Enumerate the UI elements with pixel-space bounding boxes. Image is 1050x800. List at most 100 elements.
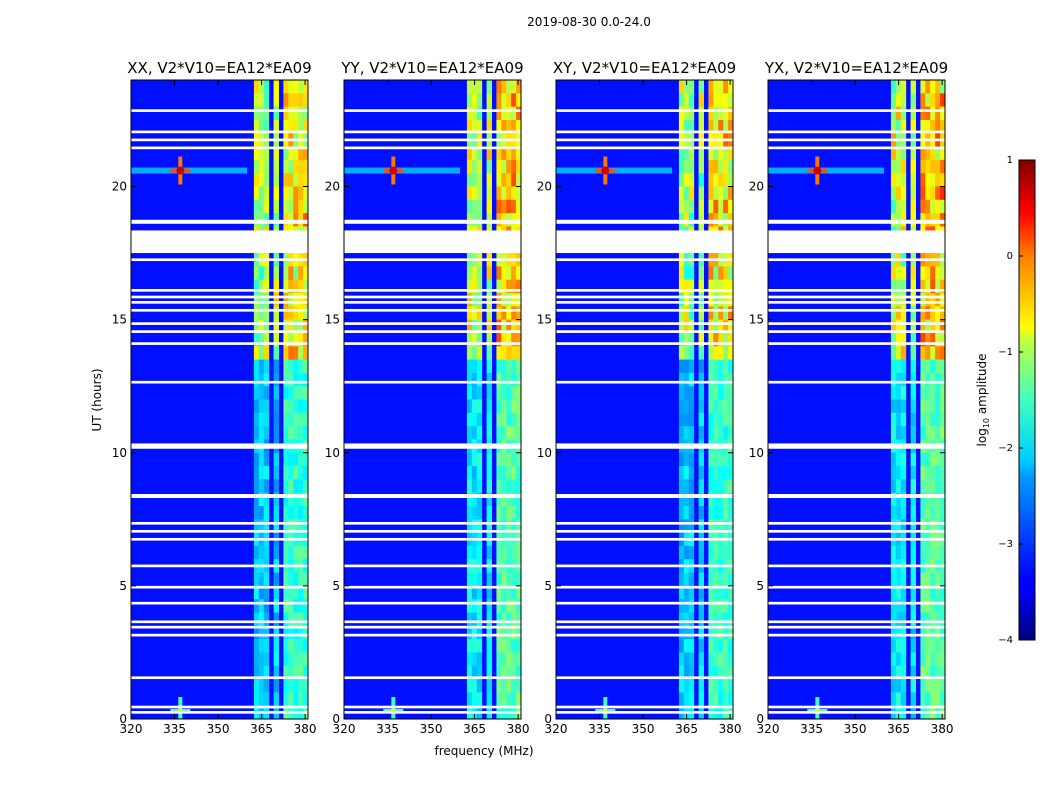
heatmap-cell bbox=[678, 106, 685, 121]
flagged-time-band bbox=[556, 537, 733, 541]
heatmap-cell bbox=[920, 506, 926, 520]
heatmap-cell bbox=[723, 332, 729, 347]
heatmap-cell bbox=[253, 93, 260, 108]
heatmap-cell bbox=[253, 306, 260, 321]
heatmap-cell bbox=[293, 625, 299, 640]
x-tick-label: 335 bbox=[163, 722, 186, 736]
heatmap-cell bbox=[698, 372, 704, 387]
heatmap-cell bbox=[506, 119, 512, 134]
heatmap-cell bbox=[476, 359, 483, 374]
flagged-time-band bbox=[131, 633, 308, 637]
heatmap-cell bbox=[890, 306, 897, 321]
heatmap-cell bbox=[708, 479, 714, 494]
heatmap-cell bbox=[298, 173, 304, 187]
heatmap-cell bbox=[258, 159, 265, 174]
heatmap-cell bbox=[486, 266, 492, 281]
heatmap-cell bbox=[496, 199, 502, 214]
heatmap-cell bbox=[940, 545, 945, 560]
heatmap-cell bbox=[935, 173, 941, 187]
heatmap-cell bbox=[496, 266, 502, 281]
heatmap-cell bbox=[501, 639, 507, 653]
heatmap-cell bbox=[920, 319, 926, 334]
heatmap-cell bbox=[698, 93, 704, 108]
heatmap-cell bbox=[718, 639, 724, 653]
heatmap-cell bbox=[511, 426, 517, 440]
heatmap-cell bbox=[293, 266, 299, 281]
heatmap-cell bbox=[925, 612, 931, 627]
heatmap-cell bbox=[708, 399, 714, 414]
flagged-time-band bbox=[768, 705, 945, 709]
heatmap-cell bbox=[516, 119, 521, 134]
heatmap-cell bbox=[303, 506, 308, 520]
heatmap-cell bbox=[895, 692, 902, 707]
heatmap-cell bbox=[900, 625, 907, 640]
heatmap-cell bbox=[303, 599, 308, 613]
heatmap-cell bbox=[910, 679, 916, 693]
heatmap-cell bbox=[283, 692, 289, 707]
heatmap-cell bbox=[466, 399, 473, 414]
heatmap-cell bbox=[713, 146, 719, 161]
heatmap-cell bbox=[708, 266, 714, 281]
heatmap-cell bbox=[466, 612, 473, 627]
heatmap-cell bbox=[476, 466, 483, 480]
flagged-time-band bbox=[768, 322, 945, 325]
heatmap-cell bbox=[293, 612, 299, 627]
heatmap-cell bbox=[688, 625, 695, 640]
heatmap-cell bbox=[698, 585, 704, 600]
flagged-time-band bbox=[344, 601, 521, 605]
heatmap-cell bbox=[688, 692, 695, 707]
heatmap-cell bbox=[506, 692, 512, 707]
heatmap-cell bbox=[728, 479, 733, 494]
heatmap-cell bbox=[476, 386, 483, 400]
heatmap-cell bbox=[718, 452, 724, 467]
heatmap-cell bbox=[293, 426, 299, 440]
heatmap-cell bbox=[506, 399, 512, 414]
heatmap-cell bbox=[466, 106, 473, 121]
flagged-time-band bbox=[556, 521, 733, 525]
x-tick-label: 365 bbox=[463, 722, 486, 736]
heatmap-cell bbox=[713, 80, 719, 94]
heatmap-cell bbox=[688, 426, 695, 440]
flagged-time-band bbox=[131, 230, 308, 254]
heatmap-cell bbox=[466, 186, 473, 201]
heatmap-cell bbox=[708, 452, 714, 467]
heatmap-cell bbox=[723, 412, 729, 427]
heatmap-cell bbox=[698, 386, 704, 400]
heatmap-cell bbox=[930, 332, 936, 347]
heatmap-cell bbox=[496, 372, 502, 387]
heatmap-cell bbox=[283, 426, 289, 440]
heatmap-cell bbox=[890, 625, 897, 640]
heatmap-cell bbox=[895, 119, 902, 134]
heatmap-cell bbox=[890, 80, 897, 94]
heatmap-cell bbox=[496, 106, 502, 121]
heatmap-cell bbox=[728, 545, 733, 560]
flagged-time-band bbox=[131, 676, 308, 680]
flagged-time-band bbox=[768, 601, 945, 605]
flagged-time-band bbox=[556, 300, 733, 304]
heatmap-cell bbox=[263, 679, 270, 693]
heatmap-cell bbox=[713, 186, 719, 201]
heatmap-cell bbox=[511, 319, 517, 334]
heatmap-cell bbox=[678, 173, 685, 187]
heatmap-cell bbox=[466, 599, 473, 613]
heatmap-cell bbox=[678, 679, 685, 693]
heatmap-cell bbox=[253, 426, 260, 440]
heatmap-cell bbox=[303, 319, 308, 334]
heatmap-cell bbox=[258, 119, 265, 134]
flagged-time-band bbox=[344, 300, 521, 304]
flagged-time-band bbox=[556, 219, 733, 224]
heatmap-cell bbox=[476, 639, 483, 653]
y-tick-label: 0 bbox=[332, 712, 340, 726]
heatmap-cell bbox=[273, 106, 279, 121]
heatmap-cell bbox=[708, 93, 714, 108]
heatmap-cell bbox=[925, 652, 931, 667]
heatmap-cell bbox=[263, 452, 270, 467]
heatmap-cell bbox=[935, 306, 941, 321]
heatmap-cell bbox=[466, 80, 473, 94]
heatmap-cell bbox=[728, 266, 733, 281]
heatmap-cell bbox=[930, 466, 936, 480]
heatmap-cell bbox=[713, 545, 719, 560]
heatmap-cell bbox=[940, 293, 945, 307]
heatmap-cell bbox=[496, 612, 502, 627]
heatmap-cell bbox=[466, 426, 473, 440]
